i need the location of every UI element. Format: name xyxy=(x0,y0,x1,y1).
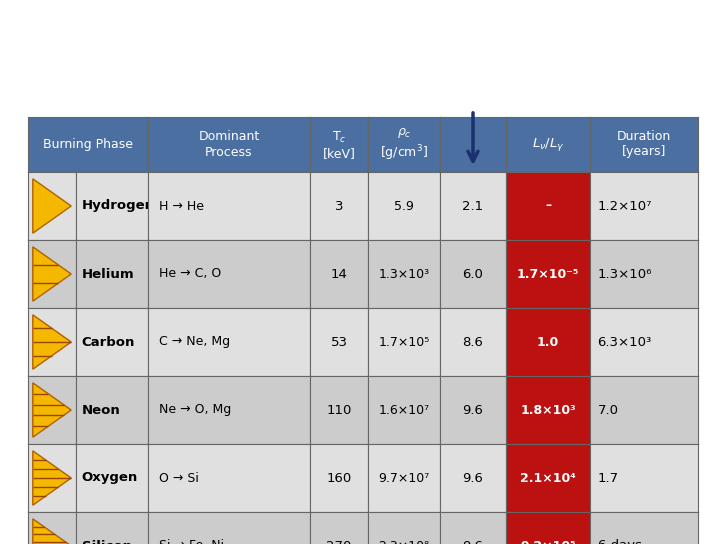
Polygon shape xyxy=(33,315,71,369)
Text: Ne → O, Mg: Ne → O, Mg xyxy=(159,404,232,417)
Text: 9.6: 9.6 xyxy=(462,404,484,417)
Text: 1.7×10⁻⁵: 1.7×10⁻⁵ xyxy=(517,268,579,281)
Text: Si → Fe, Ni: Si → Fe, Ni xyxy=(159,540,224,544)
Text: 3: 3 xyxy=(335,200,343,213)
Text: Burning Phases of a 15 Solar-Mass Star: Burning Phases of a 15 Solar-Mass Star xyxy=(99,14,627,38)
Text: Helium: Helium xyxy=(82,268,134,281)
Text: ISAPP 2011, 2/8/11, Varenna, Italy: ISAPP 2011, 2/8/11, Varenna, Italy xyxy=(565,524,719,534)
Polygon shape xyxy=(33,519,71,544)
Text: 53: 53 xyxy=(330,336,348,349)
Text: 9.6: 9.6 xyxy=(462,472,484,485)
Text: Hydrogen: Hydrogen xyxy=(82,200,155,213)
Text: $\rho_c$
[g/cm$^3$]: $\rho_c$ [g/cm$^3$] xyxy=(380,126,428,163)
Text: C → Ne, Mg: C → Ne, Mg xyxy=(159,336,230,349)
Text: 9.6: 9.6 xyxy=(462,540,484,544)
Text: 6.3×10³: 6.3×10³ xyxy=(597,336,652,349)
Text: Georg Raffelt, MPI Physics, Munich: Georg Raffelt, MPI Physics, Munich xyxy=(7,524,163,534)
Polygon shape xyxy=(33,247,71,301)
Text: 2.1: 2.1 xyxy=(462,200,484,213)
Text: Dominant
Process: Dominant Process xyxy=(198,131,260,158)
Text: 8.6: 8.6 xyxy=(462,336,484,349)
Text: 1.0: 1.0 xyxy=(537,336,559,349)
Text: 9.2×10⁵: 9.2×10⁵ xyxy=(521,540,576,544)
Text: Burning Phase: Burning Phase xyxy=(43,138,133,151)
Text: T$_c$
[keV]: T$_c$ [keV] xyxy=(322,129,356,159)
Text: 110: 110 xyxy=(326,404,351,417)
Text: O → Si: O → Si xyxy=(159,472,199,485)
Text: $L_{\nu}/L_{\gamma}$: $L_{\nu}/L_{\gamma}$ xyxy=(531,136,564,153)
Polygon shape xyxy=(33,179,71,233)
Text: –: – xyxy=(545,200,551,213)
Text: 1.2×10⁷: 1.2×10⁷ xyxy=(597,200,652,213)
Text: 6 days: 6 days xyxy=(597,540,642,544)
Text: 1.8×10³: 1.8×10³ xyxy=(521,404,576,417)
Text: Oxygen: Oxygen xyxy=(82,472,138,485)
Text: 2.1×10⁴: 2.1×10⁴ xyxy=(520,472,576,485)
Text: 7.0: 7.0 xyxy=(597,404,619,417)
Text: 9.7×10⁷: 9.7×10⁷ xyxy=(378,472,430,485)
Text: 270: 270 xyxy=(326,540,351,544)
Text: H → He: H → He xyxy=(159,200,204,213)
Text: $L_\gamma\ [10^4\ L_{\rm sun}]$: $L_\gamma\ [10^4\ L_{\rm sun}]$ xyxy=(477,79,553,100)
Text: 160: 160 xyxy=(327,472,351,485)
Text: 2.3×10⁸: 2.3×10⁸ xyxy=(378,540,430,544)
Text: He → C, O: He → C, O xyxy=(159,268,221,281)
Text: Duration
[years]: Duration [years] xyxy=(617,131,671,158)
Text: 5.9: 5.9 xyxy=(394,200,414,213)
Text: Silicon: Silicon xyxy=(82,540,131,544)
Text: 1.6×10⁷: 1.6×10⁷ xyxy=(378,404,430,417)
Text: 1.3×10⁶: 1.3×10⁶ xyxy=(597,268,652,281)
Polygon shape xyxy=(33,451,71,505)
Text: 14: 14 xyxy=(330,268,348,281)
Text: Neon: Neon xyxy=(82,404,121,417)
Text: 6.0: 6.0 xyxy=(462,268,484,281)
Text: Carbon: Carbon xyxy=(82,336,135,349)
Text: 1.3×10³: 1.3×10³ xyxy=(378,268,430,281)
Polygon shape xyxy=(33,383,71,437)
Text: 1.7×10⁵: 1.7×10⁵ xyxy=(378,336,430,349)
Text: 1.7: 1.7 xyxy=(597,472,619,485)
